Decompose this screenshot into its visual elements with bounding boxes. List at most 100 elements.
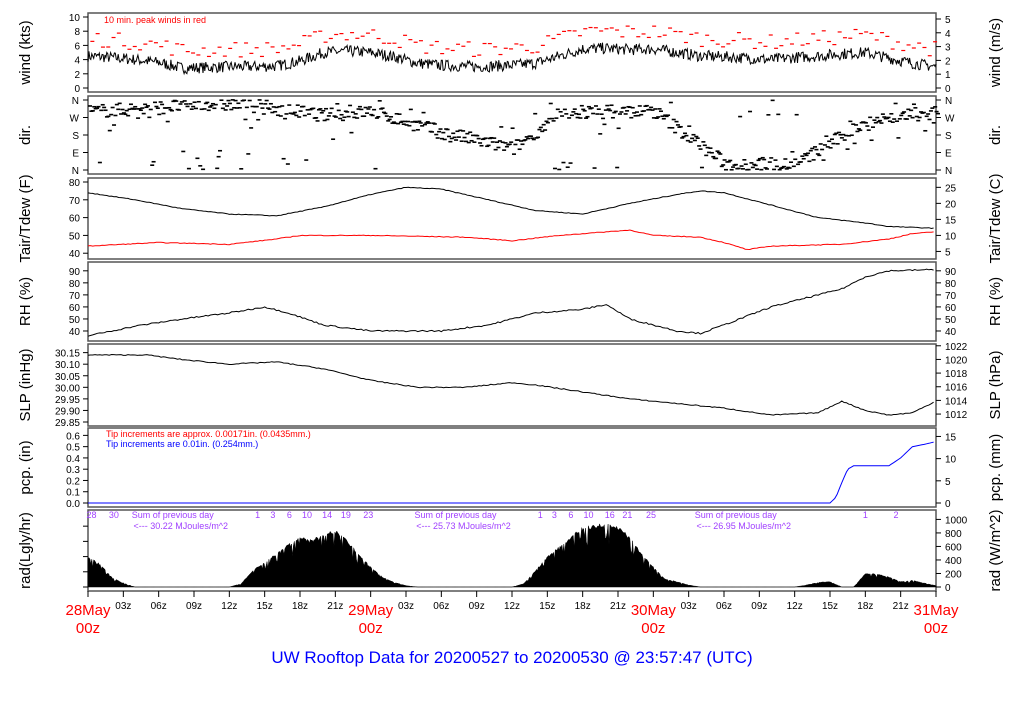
dir-point [227,102,232,105]
dir-point [739,165,744,167]
dir-point [425,121,430,123]
x-tick-label: 18z [292,601,308,612]
dir-point [486,144,491,147]
dir-point [731,166,736,168]
dir-ytick-label-right: E [945,149,952,160]
wind-ytick-label: 2 [74,70,80,81]
rh-ytick-label: 70 [69,291,81,302]
rh-ytick-label: 60 [69,303,81,314]
dir-point [454,139,459,141]
x-day-sub-label: 00z [76,620,100,637]
dir-point [365,112,370,114]
dir-ytick-label: N [72,166,79,177]
dir-point [632,112,637,114]
x-day-sub-label: 00z [924,620,948,637]
slp-ytick-label: 29.95 [55,395,80,406]
dir-point [298,110,303,112]
temp-ytick-label: 40 [69,249,81,260]
dir-point [743,163,748,166]
dir-point [332,115,337,117]
pcp-panel-frame [87,427,937,508]
dir-point [121,112,126,114]
slp-ytick-label-right: 1014 [945,396,968,407]
dir-point [441,131,446,134]
x-day-sub-label: 00z [641,620,665,637]
dir-point [160,103,165,106]
x-day-label: 30May [631,602,677,619]
dir-point [295,104,300,106]
dir-point [609,104,614,107]
dir-point [811,159,816,161]
dir-point [268,102,273,105]
dir-point [663,114,668,117]
dir-point [642,110,647,112]
pcp-ytick-label: 0.6 [66,431,80,442]
dir-point [680,137,685,139]
dir-point [866,129,871,131]
chart-title: UW Rooftop Data for 20200527 to 20200530… [271,648,753,667]
dir-point [592,167,597,169]
dir-point [658,110,663,113]
dir-point [818,143,823,145]
dir-point [832,133,837,136]
dir-point [593,105,598,107]
dir-point [870,126,875,128]
dir-point [287,104,292,106]
dir-point [564,113,569,115]
dir-point [270,111,275,114]
x-tick-label: 09z [751,601,767,612]
dir-point [554,117,559,119]
dir-point [141,112,146,115]
temp-ytick-label: 50 [69,231,81,242]
dir-point [203,102,208,105]
dir-point [868,116,873,119]
wind-ytick-label-right: 1 [945,70,951,81]
dir-point [305,109,310,111]
dir-point [325,118,330,121]
dir-point [424,122,429,124]
dir-point [649,106,654,109]
dir-point [807,160,812,163]
dir-point [596,108,601,110]
wind-ylabel-right: wind (m/s) [987,18,1004,88]
dir-point [353,113,358,115]
dir-point [196,100,201,103]
dir-point [513,143,518,146]
slp-ytick-label: 30.10 [55,360,80,371]
pcp-ytick-label: 0.3 [66,465,80,476]
dir-point [540,130,545,133]
rh-ylabel-right: RH (%) [987,277,1004,326]
dir-point [372,108,377,111]
dir-point [335,103,340,105]
rad-hour-label: 2 [893,510,898,520]
dir-point [923,129,928,132]
dir-point [690,137,695,140]
dir-point [615,166,620,169]
dir-point [242,99,247,102]
dir-point [445,128,450,131]
dir-point [123,113,128,116]
dir-point [134,108,139,110]
dir-point [728,159,733,162]
dir-point [711,155,716,158]
dir-point [889,112,894,115]
dir-ytick-label: S [72,131,79,142]
wind-ytick-label-right: 4 [945,29,951,40]
dir-point [213,103,218,106]
dir-point [236,102,241,105]
temp-ylabel-right: Tair/Tdew (C) [987,173,1004,263]
dir-point [264,99,269,102]
dir-ytick-label: W [70,114,80,125]
dir-point [841,133,846,136]
dir-point [283,117,288,120]
dir-point [752,163,757,166]
dir-point [393,122,398,125]
dir-point [209,104,214,107]
dir-point [410,121,415,123]
dir-point [251,111,256,114]
wind-ytick-label: 4 [74,56,80,67]
pcp-ytick-label: 0.4 [66,454,80,465]
dir-point [301,105,306,108]
dir-point [845,148,850,150]
dir-point [602,123,607,126]
